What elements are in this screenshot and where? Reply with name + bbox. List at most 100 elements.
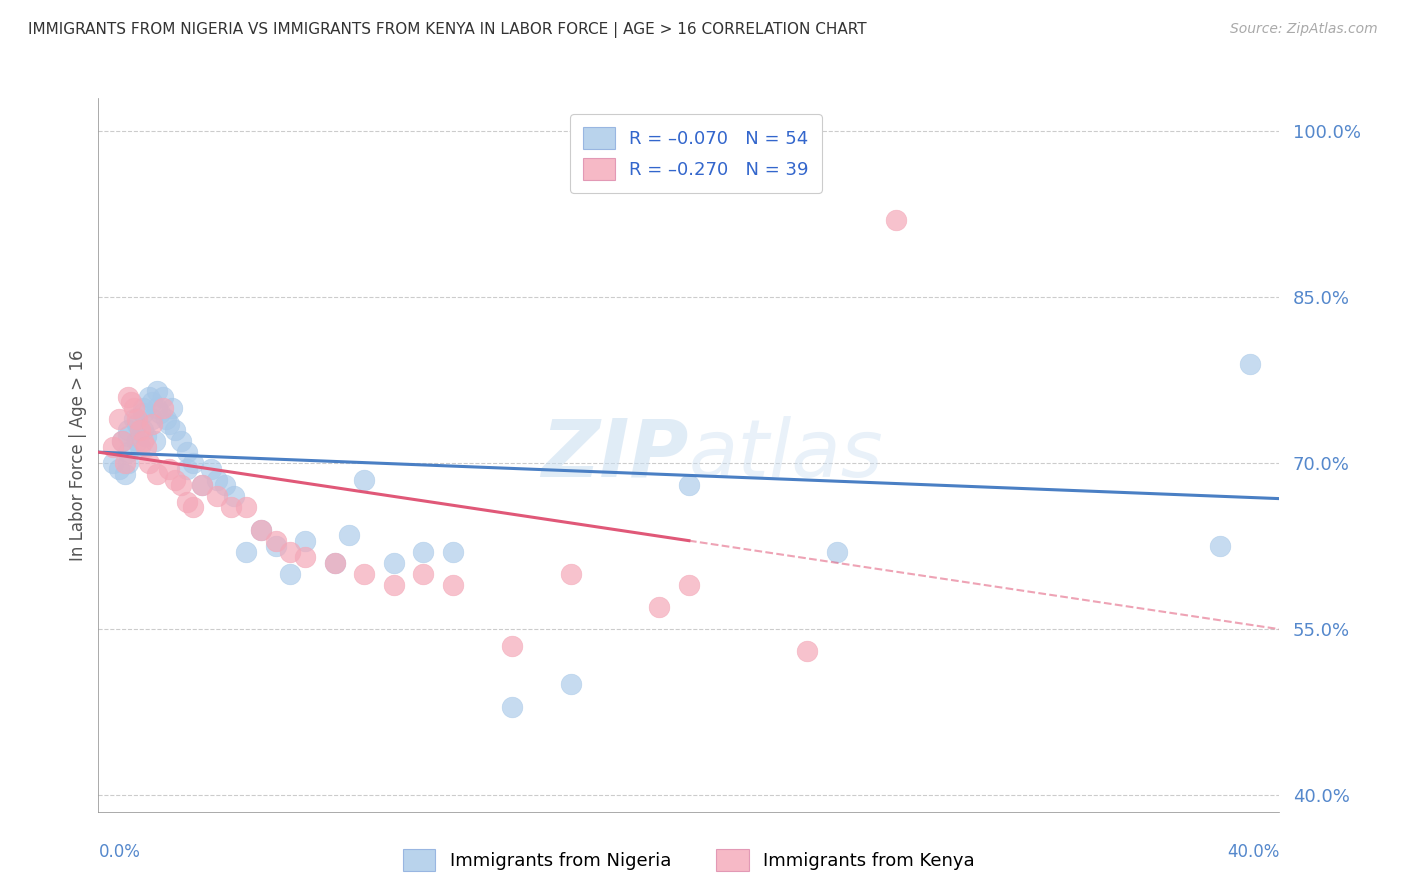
Point bbox=[149, 406, 172, 420]
Point bbox=[132, 434, 155, 448]
Point bbox=[128, 423, 150, 437]
Point bbox=[1209, 539, 1232, 553]
Point bbox=[1239, 357, 1261, 371]
Point bbox=[122, 412, 145, 426]
Point bbox=[135, 440, 157, 454]
Point bbox=[181, 500, 204, 515]
Y-axis label: In Labor Force | Age > 16: In Labor Force | Age > 16 bbox=[69, 349, 87, 561]
Point bbox=[264, 533, 287, 548]
Point bbox=[152, 390, 174, 404]
Point bbox=[117, 423, 139, 437]
Text: 40.0%: 40.0% bbox=[1227, 843, 1279, 861]
Point bbox=[114, 467, 136, 482]
Point bbox=[146, 467, 169, 482]
Text: Source: ZipAtlas.com: Source: ZipAtlas.com bbox=[1230, 22, 1378, 37]
Point bbox=[165, 423, 187, 437]
Point bbox=[412, 566, 434, 581]
Text: IMMIGRANTS FROM NIGERIA VS IMMIGRANTS FROM KENYA IN LABOR FORCE | AGE > 16 CORRE: IMMIGRANTS FROM NIGERIA VS IMMIGRANTS FR… bbox=[28, 22, 866, 38]
Point bbox=[157, 417, 180, 432]
Point bbox=[200, 462, 222, 476]
Point bbox=[678, 478, 700, 492]
Point bbox=[294, 533, 316, 548]
Point bbox=[138, 390, 160, 404]
Point bbox=[176, 462, 198, 476]
Text: 0.0%: 0.0% bbox=[98, 843, 141, 861]
Point bbox=[337, 528, 360, 542]
Point bbox=[117, 445, 139, 459]
Point bbox=[796, 644, 818, 658]
Point bbox=[162, 401, 183, 415]
Point bbox=[678, 578, 700, 592]
Point bbox=[117, 456, 139, 470]
Point bbox=[111, 434, 134, 448]
Point bbox=[278, 566, 302, 581]
Point bbox=[128, 440, 150, 454]
Point bbox=[219, 500, 242, 515]
Point bbox=[176, 495, 198, 509]
Point bbox=[122, 401, 145, 415]
Legend: R = –0.070   N = 54, R = –0.270   N = 39: R = –0.070 N = 54, R = –0.270 N = 39 bbox=[569, 114, 821, 193]
Point bbox=[884, 212, 907, 227]
Text: atlas: atlas bbox=[689, 416, 884, 494]
Point bbox=[224, 490, 246, 504]
Text: ZIP: ZIP bbox=[541, 416, 689, 494]
Point bbox=[214, 478, 236, 492]
Point bbox=[143, 434, 166, 448]
Point bbox=[191, 478, 214, 492]
Point bbox=[138, 456, 160, 470]
Point bbox=[132, 406, 155, 420]
Point bbox=[125, 434, 148, 448]
Point bbox=[191, 478, 214, 492]
Point bbox=[125, 417, 148, 432]
Point bbox=[250, 523, 273, 537]
Point bbox=[294, 550, 316, 565]
Point bbox=[117, 390, 139, 404]
Point bbox=[114, 456, 136, 470]
Point bbox=[250, 523, 273, 537]
Point bbox=[353, 566, 375, 581]
Point bbox=[103, 440, 125, 454]
Point bbox=[382, 556, 405, 570]
Point bbox=[181, 456, 204, 470]
Point bbox=[412, 545, 434, 559]
Point bbox=[235, 545, 257, 559]
Point bbox=[141, 412, 163, 426]
Point bbox=[141, 395, 163, 409]
Point bbox=[117, 428, 139, 442]
Point bbox=[103, 456, 125, 470]
Legend: Immigrants from Nigeria, Immigrants from Kenya: Immigrants from Nigeria, Immigrants from… bbox=[395, 842, 983, 879]
Point bbox=[560, 566, 582, 581]
Point bbox=[176, 445, 198, 459]
Point bbox=[155, 412, 177, 426]
Point bbox=[441, 545, 464, 559]
Point bbox=[157, 462, 180, 476]
Point bbox=[108, 462, 131, 476]
Point bbox=[146, 384, 169, 399]
Point bbox=[501, 639, 523, 653]
Point bbox=[264, 539, 287, 553]
Point bbox=[501, 699, 523, 714]
Point bbox=[108, 412, 131, 426]
Point bbox=[205, 473, 228, 487]
Point bbox=[170, 434, 193, 448]
Point bbox=[278, 545, 302, 559]
Point bbox=[141, 417, 163, 432]
Point bbox=[165, 473, 187, 487]
Point bbox=[120, 395, 142, 409]
Point bbox=[132, 423, 155, 437]
Point bbox=[353, 473, 375, 487]
Point bbox=[825, 545, 848, 559]
Point bbox=[152, 401, 174, 415]
Point bbox=[648, 600, 671, 615]
Point bbox=[441, 578, 464, 592]
Point bbox=[560, 677, 582, 691]
Point bbox=[205, 490, 228, 504]
Point bbox=[382, 578, 405, 592]
Point bbox=[146, 401, 169, 415]
Point bbox=[323, 556, 346, 570]
Point bbox=[125, 412, 148, 426]
Point bbox=[111, 434, 134, 448]
Point bbox=[132, 401, 155, 415]
Point bbox=[135, 428, 157, 442]
Point bbox=[170, 478, 193, 492]
